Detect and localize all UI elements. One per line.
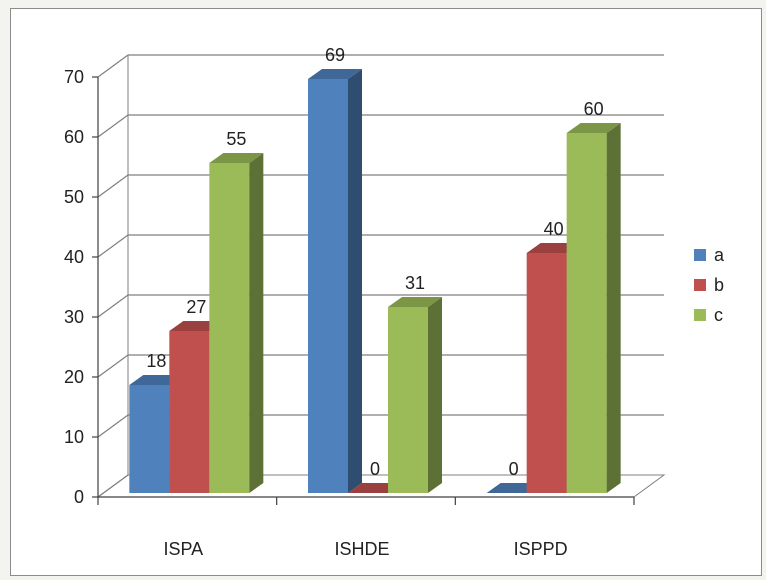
y-tick-label: 60 — [64, 127, 84, 147]
data-label: 40 — [544, 219, 564, 239]
legend-swatch-b — [694, 279, 706, 291]
bar-side-c — [249, 153, 264, 493]
bar-b — [169, 331, 210, 493]
bar-top-c — [388, 297, 442, 307]
y-tick-label: 70 — [64, 67, 84, 87]
x-axis: ISPA ISHDE ISPPD — [97, 496, 635, 559]
y-axis: 0 10 20 30 40 50 60 70 — [64, 67, 99, 507]
data-label: 0 — [509, 459, 519, 479]
y-tick-label: 20 — [64, 367, 84, 387]
bar-top-c — [209, 153, 264, 163]
bars — [129, 69, 621, 493]
gridline-side — [97, 294, 129, 318]
data-label: 27 — [186, 297, 206, 317]
gridline-side — [97, 114, 129, 138]
bar-top-a — [308, 69, 362, 79]
gridline-side — [97, 414, 129, 438]
gridline-side — [97, 54, 129, 78]
bar-a — [308, 79, 348, 493]
y-tick-label: 10 — [64, 427, 84, 447]
data-label: 18 — [146, 351, 166, 371]
bar-b — [526, 253, 567, 493]
bar-side-c — [606, 123, 621, 493]
x-tick-label: ISPPD — [514, 539, 568, 559]
gridline-side — [97, 174, 129, 198]
legend-swatch-a — [694, 249, 706, 261]
gridline-side — [97, 234, 129, 258]
bar-c — [566, 133, 607, 493]
y-tick-label: 30 — [64, 307, 84, 327]
bar-a — [129, 385, 170, 493]
data-label: 60 — [584, 99, 604, 119]
y-tick-label: 40 — [64, 247, 84, 267]
bar-side-a — [348, 69, 362, 493]
legend: abc — [694, 245, 725, 325]
bar-c — [388, 307, 428, 493]
gridline-side — [97, 354, 129, 378]
x-tick-label: ISPA — [163, 539, 203, 559]
data-label: 55 — [226, 129, 246, 149]
data-label: 31 — [405, 273, 425, 293]
bar-side-c — [428, 297, 442, 493]
bar-c — [209, 163, 250, 493]
y-tick-label: 0 — [74, 487, 84, 507]
legend-label-c: c — [714, 305, 723, 325]
legend-label-b: b — [714, 275, 724, 295]
gridline-side — [97, 474, 129, 498]
data-label: 69 — [325, 45, 345, 65]
legend-swatch-c — [694, 309, 706, 321]
x-tick-label: ISHDE — [334, 539, 389, 559]
legend-label-a: a — [714, 245, 725, 265]
data-labels: 18 27 55 69 0 31 0 40 60 — [146, 45, 603, 479]
y-tick-label: 50 — [64, 187, 84, 207]
bar-top-c — [566, 123, 621, 133]
data-label: 0 — [370, 459, 380, 479]
